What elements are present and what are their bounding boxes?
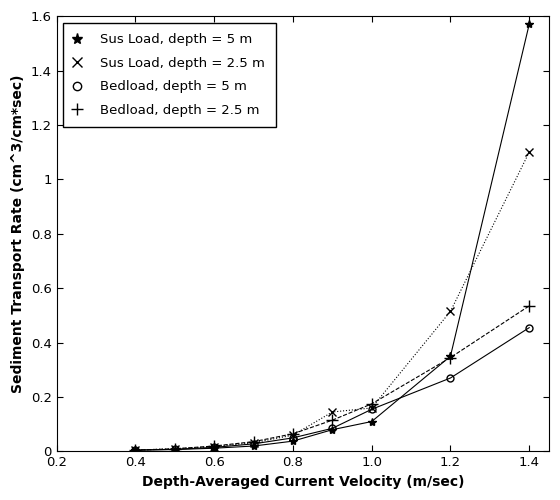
Bedload, depth = 5 m	[132, 447, 139, 453]
Bedload, depth = 2.5 m	[526, 303, 533, 309]
Bedload, depth = 5 m	[171, 446, 178, 452]
Sus Load, depth = 2.5 m	[368, 405, 375, 411]
Sus Load, depth = 2.5 m	[329, 409, 335, 415]
Sus Load, depth = 5 m	[368, 418, 375, 424]
Bedload, depth = 5 m	[329, 426, 335, 432]
Bedload, depth = 2.5 m	[447, 354, 454, 360]
Sus Load, depth = 5 m	[211, 445, 217, 451]
Sus Load, depth = 5 m	[526, 22, 533, 28]
Sus Load, depth = 5 m	[171, 446, 178, 452]
Legend: Sus Load, depth = 5 m, Sus Load, depth = 2.5 m, Bedload, depth = 5 m, Bedload, d: Sus Load, depth = 5 m, Sus Load, depth =…	[63, 22, 276, 128]
Sus Load, depth = 2.5 m	[447, 308, 454, 314]
Bedload, depth = 2.5 m	[171, 446, 178, 452]
Bedload, depth = 2.5 m	[211, 443, 217, 449]
Sus Load, depth = 2.5 m	[250, 440, 257, 446]
Bedload, depth = 2.5 m	[368, 401, 375, 407]
Bedload, depth = 5 m	[250, 441, 257, 447]
Line: Bedload, depth = 2.5 m: Bedload, depth = 2.5 m	[130, 300, 535, 456]
Bedload, depth = 5 m	[447, 375, 454, 381]
Y-axis label: Sediment Transport Rate (cm^3/cm*sec): Sediment Transport Rate (cm^3/cm*sec)	[11, 74, 25, 393]
X-axis label: Depth-Averaged Current Velocity (m/sec): Depth-Averaged Current Velocity (m/sec)	[142, 475, 464, 489]
Sus Load, depth = 5 m	[290, 438, 296, 444]
Line: Sus Load, depth = 2.5 m: Sus Load, depth = 2.5 m	[131, 148, 533, 454]
Bedload, depth = 2.5 m	[250, 438, 257, 444]
Bedload, depth = 5 m	[368, 406, 375, 412]
Sus Load, depth = 2.5 m	[290, 432, 296, 438]
Bedload, depth = 5 m	[211, 444, 217, 450]
Sus Load, depth = 2.5 m	[211, 444, 217, 450]
Bedload, depth = 5 m	[526, 324, 533, 330]
Sus Load, depth = 2.5 m	[171, 446, 178, 452]
Sus Load, depth = 5 m	[447, 353, 454, 359]
Bedload, depth = 2.5 m	[290, 431, 296, 437]
Bedload, depth = 2.5 m	[329, 417, 335, 423]
Bedload, depth = 5 m	[290, 435, 296, 441]
Sus Load, depth = 5 m	[132, 447, 139, 453]
Bedload, depth = 2.5 m	[132, 447, 139, 453]
Sus Load, depth = 5 m	[329, 426, 335, 432]
Line: Sus Load, depth = 5 m: Sus Load, depth = 5 m	[131, 20, 533, 454]
Line: Bedload, depth = 5 m: Bedload, depth = 5 m	[132, 324, 533, 454]
Sus Load, depth = 2.5 m	[132, 447, 139, 453]
Sus Load, depth = 5 m	[250, 443, 257, 449]
Sus Load, depth = 2.5 m	[526, 149, 533, 155]
